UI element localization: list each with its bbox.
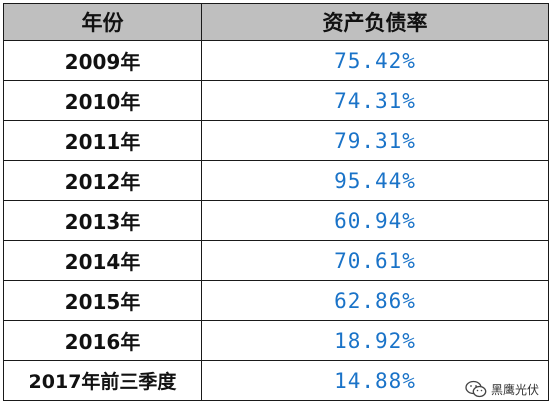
table-header-row: 年份 资产负债率 [3,3,549,41]
table-row: 2016年 18.92% [3,320,549,361]
debt-ratio-table: 年份 资产负债率 2009年 75.42% 2010年 74.31% 2011年… [3,3,549,401]
year-cell: 2016年 [3,320,202,361]
year-cell: 2009年 [3,40,202,81]
ratio-cell: 74.31% [201,80,549,121]
ratio-cell: 62.86% [201,280,549,321]
watermark-text: 黑鹰光伏 [490,382,539,397]
ratio-cell: 70.61% [201,240,549,281]
year-cell: 2013年 [3,200,202,241]
table-row: 2009年 75.42% [3,40,549,81]
year-column-header: 年份 [3,3,202,41]
ratio-cell: 95.44% [201,160,549,201]
ratio-cell: 75.42% [201,40,549,81]
table-row: 2011年 79.31% [3,120,549,161]
table-row: 2010年 74.31% [3,80,549,121]
table-row: 2017年前三季度 14.88% [3,360,549,401]
table-row: 2015年 62.86% [3,280,549,321]
table-row: 2014年 70.61% [3,240,549,281]
ratio-cell: 60.94% [201,200,549,241]
year-cell: 2014年 [3,240,202,281]
year-cell: 2010年 [3,80,202,121]
ratio-column-header: 资产负债率 [201,3,549,41]
ratio-cell: 18.92% [201,320,549,361]
ratio-cell: 14.88% [201,360,549,401]
wechat-icon [465,380,487,398]
table-row: 2012年 95.44% [3,160,549,201]
year-cell: 2017年前三季度 [3,360,202,401]
table-row: 2013年 60.94% [3,200,549,241]
ratio-cell: 79.31% [201,120,549,161]
watermark: 黑鹰光伏 [465,380,539,398]
year-cell: 2012年 [3,160,202,201]
year-cell: 2011年 [3,120,202,161]
year-cell: 2015年 [3,280,202,321]
